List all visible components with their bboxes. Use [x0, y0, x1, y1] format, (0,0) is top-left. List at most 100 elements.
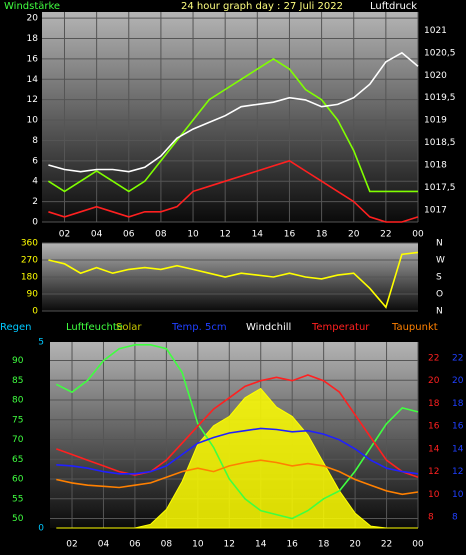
x-tick-label: 06	[123, 230, 135, 240]
y2-tick-label: 22	[428, 354, 439, 364]
legend-label: Luftfeuchte	[66, 322, 123, 333]
y2-tick-label: 1017	[424, 205, 447, 215]
y2-tick-label: 1019	[424, 116, 447, 126]
y-tick-label: 55	[12, 494, 23, 504]
x-tick-label: 10	[192, 540, 204, 550]
legend-label: Windchill	[246, 322, 291, 333]
wind-plot-area	[42, 12, 418, 222]
chart-title: 24 hour graph day : 27 Juli 2022	[181, 1, 343, 12]
x-tick-label: 04	[98, 540, 110, 550]
y-tick-label: 270	[21, 256, 38, 266]
y2-tick-label: N	[436, 239, 443, 249]
y2-tick-label: 1017,5	[424, 183, 456, 193]
y-tick-label: 65	[12, 455, 23, 465]
y2-tick-label: 1018	[424, 161, 447, 171]
x-tick-label: 22	[381, 540, 392, 550]
x-tick-label: 10	[187, 230, 199, 240]
y-tick-label: 85	[12, 376, 23, 386]
y2-tick-label: 1020,5	[424, 48, 456, 58]
y-tick-label: 16	[27, 54, 39, 64]
y-tick-label: 50	[12, 514, 24, 524]
legend-label: Solar	[116, 322, 142, 333]
y-tick-label: 90	[12, 356, 24, 366]
y2-tick-label: 14	[428, 444, 440, 454]
y4-tick-label: 0	[38, 524, 44, 534]
series-line	[48, 159, 419, 223]
y2-tick-label: 1021	[424, 26, 447, 36]
y2-tick-label: O	[436, 290, 443, 300]
y2-tick-label: 12	[428, 467, 439, 477]
series-area	[56, 387, 418, 529]
x-tick-label: 20	[349, 540, 361, 550]
y2-tick-label: S	[436, 273, 442, 283]
x-tick-label: 14	[252, 230, 264, 240]
x-tick-label: 12	[219, 230, 230, 240]
x-tick-label: 08	[161, 540, 173, 550]
x-tick-label: 08	[155, 230, 167, 240]
y3-tick-label: 14	[452, 444, 464, 454]
legend-label: Regen	[0, 322, 32, 333]
legend-label: Taupunkt	[391, 322, 438, 333]
y-tick-label: 360	[21, 239, 38, 249]
y2-tick-label: 16	[428, 422, 440, 432]
x-tick-label: 16	[284, 230, 296, 240]
x-tick-label: 04	[91, 230, 103, 240]
y-tick-label: 70	[12, 435, 24, 445]
y-tick-label: 12	[27, 95, 38, 105]
y2-tick-label: 1018,5	[424, 138, 456, 148]
x-tick-label: 00	[412, 230, 424, 240]
legend-label: Temp. 5cm	[171, 322, 227, 333]
series-line	[47, 57, 418, 193]
x-tick-label: 22	[380, 230, 391, 240]
x-tick-label: 18	[318, 540, 330, 550]
y-tick-label: 0	[32, 307, 38, 317]
y-tick-label: 0	[32, 218, 38, 228]
x-tick-label: 06	[129, 540, 141, 550]
series-line	[56, 427, 419, 475]
y-axis-title: Windstärke	[4, 1, 60, 12]
y3-tick-label: 20	[452, 376, 464, 386]
y2-tick-label: 1020	[424, 71, 447, 81]
x-tick-label: 14	[255, 540, 267, 550]
y-tick-label: 8	[32, 136, 38, 146]
y4-tick-label: 5	[38, 338, 44, 348]
y2-tick-label: 10	[428, 490, 440, 500]
y3-tick-label: 12	[452, 467, 463, 477]
y-tick-label: 2	[32, 197, 38, 207]
x-tick-label: 20	[348, 230, 360, 240]
y-tick-label: 4	[32, 177, 38, 187]
series-line	[48, 51, 419, 173]
x-tick-label: 12	[224, 540, 235, 550]
y3-tick-label: 10	[452, 490, 464, 500]
series-line	[55, 344, 419, 520]
y3-tick-label: 16	[452, 422, 464, 432]
x-tick-label: 18	[316, 230, 328, 240]
x-tick-label: 02	[66, 540, 77, 550]
y-tick-label: 14	[27, 75, 39, 85]
x-tick-label: 02	[59, 230, 70, 240]
y2-tick-label: 1019,5	[424, 93, 456, 103]
y-tick-label: 18	[27, 34, 39, 44]
y2-axis-title: Luftdruck	[370, 1, 417, 12]
y2-tick-label: N	[436, 307, 443, 317]
y3-tick-label: 18	[452, 399, 464, 409]
y3-tick-label: 8	[452, 512, 458, 522]
y-tick-label: 10	[27, 116, 39, 126]
y-tick-label: 6	[32, 156, 38, 166]
y3-tick-label: 22	[452, 354, 463, 364]
y-tick-label: 60	[12, 475, 24, 485]
y2-tick-label: 8	[428, 512, 434, 522]
y2-tick-label: 20	[428, 376, 440, 386]
x-tick-label: 00	[412, 540, 424, 550]
series-line	[56, 459, 419, 496]
series-line	[48, 251, 419, 309]
legend-label: Temperatur	[311, 322, 370, 333]
y2-tick-label: 18	[428, 399, 440, 409]
y-tick-label: 80	[12, 396, 24, 406]
y-tick-label: 90	[27, 290, 39, 300]
y-tick-label: 20	[27, 14, 39, 24]
x-tick-label: 16	[286, 540, 298, 550]
y-tick-label: 75	[12, 415, 23, 425]
